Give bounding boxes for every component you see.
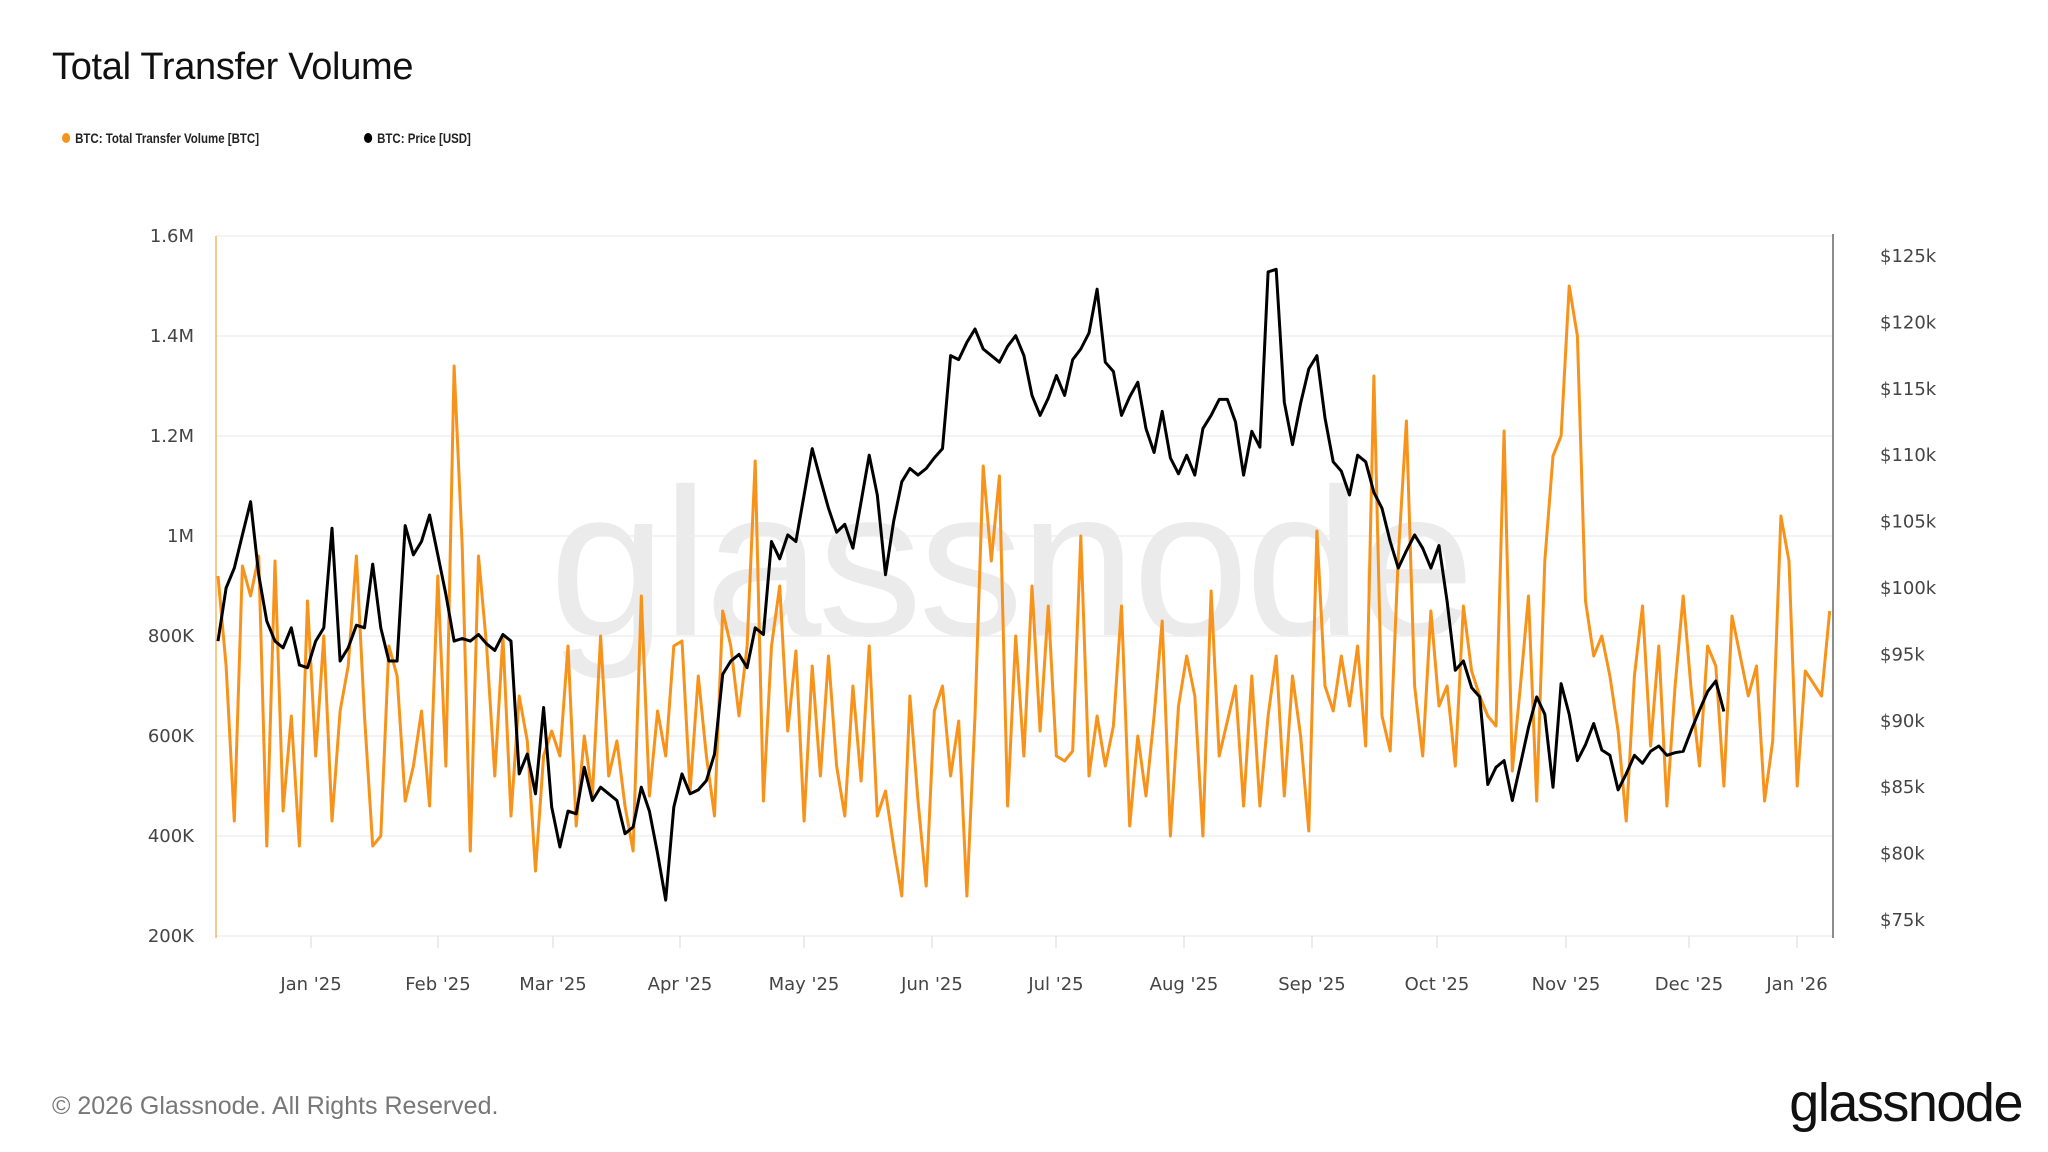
x-tick-label: Jan '25 <box>279 974 341 995</box>
copyright-text: © 2026 Glassnode. All Rights Reserved. <box>52 1092 499 1120</box>
y-right-tick-label: $120k <box>1880 312 1937 333</box>
x-tick-label: Jan '26 <box>1765 974 1827 995</box>
x-tick-label: Aug '25 <box>1150 974 1219 995</box>
y-left-tick-label: 400K <box>148 826 195 847</box>
y-left-tick-label: 1M <box>167 526 194 547</box>
x-tick-label: Jun '25 <box>900 974 963 995</box>
chart-legend: BTC: Total Transfer Volume [BTC] BTC: Pr… <box>62 130 495 146</box>
y-left-tick-label: 1.2M <box>150 426 194 447</box>
x-tick-label: Dec '25 <box>1655 974 1723 995</box>
y-left-tick-label: 200K <box>148 926 195 947</box>
legend-label-price: BTC: Price [USD] <box>377 130 472 146</box>
x-axis: Jan '25 Feb '25 Mar '25 Apr '25 May '25 Jun '… <box>279 936 1828 995</box>
y-left-tick-label: 800K <box>148 626 195 647</box>
y-axis-right: $75k $80k $85k $90k $95k $100k $105k $110k $115k… <box>1880 246 1937 931</box>
y-left-tick-label: 1.6M <box>150 226 194 247</box>
legend-label-volume: BTC: Total Transfer Volume [BTC] <box>75 130 260 146</box>
legend-dot-orange-icon <box>62 133 71 143</box>
price-series-line[interactable] <box>216 267 1726 902</box>
y-right-tick-label: $90k <box>1880 711 1925 732</box>
y-right-tick-label: $115k <box>1880 379 1937 400</box>
legend-dot-black-icon <box>364 133 373 143</box>
chart-title: Total Transfer Volume <box>52 46 414 88</box>
y-right-tick-label: $100k <box>1880 578 1937 599</box>
x-tick-label: Oct '25 <box>1405 974 1470 995</box>
x-tick-label: Apr '25 <box>648 974 713 995</box>
y-right-tick-label: $125k <box>1880 246 1937 267</box>
y-left-tick-label: 1.4M <box>150 326 194 347</box>
y-right-tick-label: $85k <box>1880 777 1925 798</box>
y-left-tick-label: 600K <box>148 726 195 747</box>
volume-series-line[interactable] <box>216 284 1832 898</box>
x-tick-label: May '25 <box>769 974 840 995</box>
y-right-tick-label: $75k <box>1880 910 1925 931</box>
y-right-tick-label: $95k <box>1880 644 1925 665</box>
glassnode-logo: glassnode <box>1789 1073 2023 1133</box>
x-tick-label: Sep '25 <box>1278 974 1346 995</box>
y-right-tick-label: $80k <box>1880 844 1925 865</box>
x-tick-label: Mar '25 <box>519 974 587 995</box>
y-right-tick-label: $110k <box>1880 445 1937 466</box>
x-tick-label: Jul '25 <box>1027 974 1083 995</box>
watermark: glassnode <box>549 445 1470 680</box>
y-right-tick-label: $105k <box>1880 512 1937 533</box>
y-axis-left: 200K 400K 600K 800K 1M 1.2M 1.4M 1.6M <box>148 226 195 947</box>
legend-item-volume[interactable]: BTC: Total Transfer Volume [BTC] <box>62 130 259 146</box>
x-tick-label: Nov '25 <box>1532 974 1601 995</box>
legend-item-price[interactable]: BTC: Price [USD] <box>364 130 471 146</box>
x-tick-label: Feb '25 <box>405 974 470 995</box>
